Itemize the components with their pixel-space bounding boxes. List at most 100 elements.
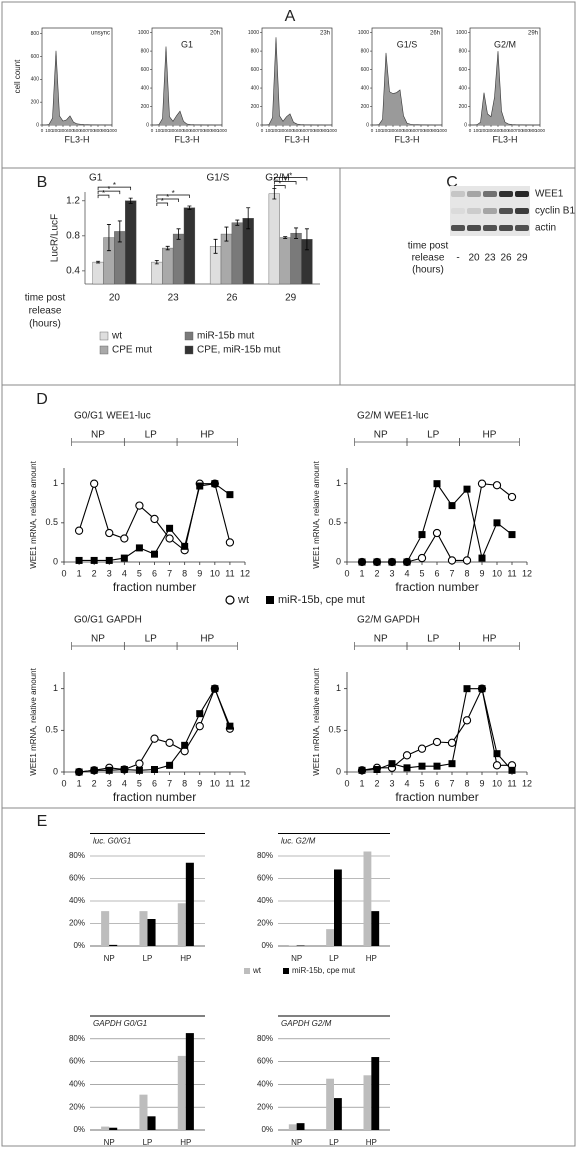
bar — [109, 1127, 118, 1130]
bar — [183, 207, 196, 285]
bar — [125, 200, 137, 285]
marker — [211, 685, 219, 693]
blot-band — [483, 191, 497, 197]
y-tick-label: 0% — [73, 1125, 85, 1134]
bar — [185, 1033, 194, 1130]
blot-band — [451, 225, 465, 231]
legend-label: miR-15b, cpe mut — [292, 966, 356, 975]
x-tick-label: 300 — [487, 128, 495, 133]
x-tick-label: 9 — [197, 568, 202, 578]
marker — [90, 766, 98, 774]
marker — [478, 685, 486, 693]
x-tick-label: 26 — [226, 293, 238, 304]
region-label: HP — [200, 430, 214, 441]
legend-label: CPE mut — [112, 345, 152, 356]
marker — [135, 501, 144, 510]
significance-bracket — [273, 185, 286, 189]
marker — [508, 531, 516, 539]
x-tick-label: 200 — [480, 128, 488, 133]
x-tick-label: 500 — [403, 128, 411, 133]
marker — [135, 766, 143, 774]
significance-label: * — [113, 181, 116, 190]
error-bar — [117, 220, 122, 243]
x-tick-label: 0 — [61, 778, 66, 788]
significance-bracket — [273, 177, 308, 181]
x-tick-label: 800 — [94, 128, 102, 133]
x-tick-label: 0 — [41, 128, 44, 133]
marker — [462, 556, 472, 565]
y-tick-label: 0 — [53, 556, 58, 566]
x-tick-label: 900 — [529, 128, 537, 133]
marker — [448, 502, 456, 510]
x-tick-label: 9 — [197, 778, 202, 788]
y-tick-label: 0 — [464, 122, 467, 128]
x-tick-label: 0 — [151, 128, 154, 133]
x-tick-label: 2 — [92, 778, 97, 788]
y-tick-label: 0 — [53, 766, 58, 776]
marker — [358, 558, 366, 566]
x-axis-label: release — [29, 306, 62, 317]
x-tick-label: 7 — [449, 778, 454, 788]
marker — [150, 514, 159, 524]
x-tick-label: 400 — [286, 128, 294, 133]
x-tick-label: 10 — [492, 568, 502, 578]
y-tick-label: 40% — [69, 1080, 85, 1089]
x-tick-label: 0 — [344, 568, 349, 578]
x-axis-label: fraction number — [113, 580, 196, 594]
marker — [463, 485, 471, 493]
blot-axis-label: time post — [408, 241, 449, 252]
legend-label: CPE, miR-15b mut — [197, 345, 281, 356]
region-label: NP — [91, 430, 105, 441]
x-tick-label: LP — [329, 1138, 339, 1147]
marker — [165, 738, 174, 747]
y-tick-label: 400 — [459, 85, 468, 91]
x-tick-label: 4 — [404, 778, 409, 788]
x-tick-label: 3 — [107, 778, 112, 788]
panel-label: D — [36, 391, 48, 408]
x-tick-label: 200 — [52, 128, 60, 133]
region-label: HP — [483, 634, 497, 645]
significance-label: * — [172, 189, 175, 198]
bar — [371, 911, 380, 946]
panel-label: A — [285, 8, 296, 25]
legend-label: wt — [237, 594, 249, 606]
x-tick-label: 500 — [73, 128, 81, 133]
region-label: LP — [145, 634, 158, 645]
x-tick-label: 11 — [507, 778, 516, 788]
corner-label: 29h — [528, 31, 538, 37]
x-tick-label: 700 — [515, 128, 523, 133]
chart-title: G2/M WEE1-luc — [357, 411, 429, 422]
x-tick-label: 11 — [225, 568, 234, 578]
chart-title: luc. G2/M — [281, 837, 316, 846]
significance-bracket — [97, 194, 110, 199]
x-tick-label: 0 — [61, 568, 66, 578]
region-bracket — [176, 438, 238, 446]
y-tick-label: 200 — [141, 104, 150, 110]
x-tick-label: 8 — [182, 568, 187, 578]
x-tick-label: 2 — [92, 568, 97, 578]
phase-label: G1/S — [207, 173, 230, 184]
y-tick-label: 0 — [146, 122, 149, 128]
corner-label: 20h — [210, 31, 220, 37]
x-tick-label: LP — [143, 954, 153, 963]
marker — [432, 528, 442, 538]
bar — [326, 1078, 334, 1130]
legend-marker — [266, 596, 274, 604]
error-bar — [283, 236, 288, 239]
x-tick-label: 0 — [371, 128, 374, 133]
x-tick-label: 12 — [522, 568, 532, 578]
x-tick-label: 6 — [434, 778, 439, 788]
x-tick-label: 900 — [321, 128, 329, 133]
x-tick-label: 20 — [109, 293, 121, 304]
marker — [462, 716, 472, 725]
error-bar — [96, 260, 101, 264]
corner-label: 26h — [430, 31, 440, 37]
significance-bracket — [156, 198, 179, 203]
x-tick-label: HP — [180, 1138, 191, 1147]
x-tick-label: 4 — [122, 568, 127, 578]
significance-label: * — [107, 185, 110, 194]
marker — [195, 722, 204, 731]
x-tick-label: 900 — [211, 128, 219, 133]
x-axis-label: fraction number — [113, 790, 196, 804]
bar — [147, 1116, 156, 1130]
